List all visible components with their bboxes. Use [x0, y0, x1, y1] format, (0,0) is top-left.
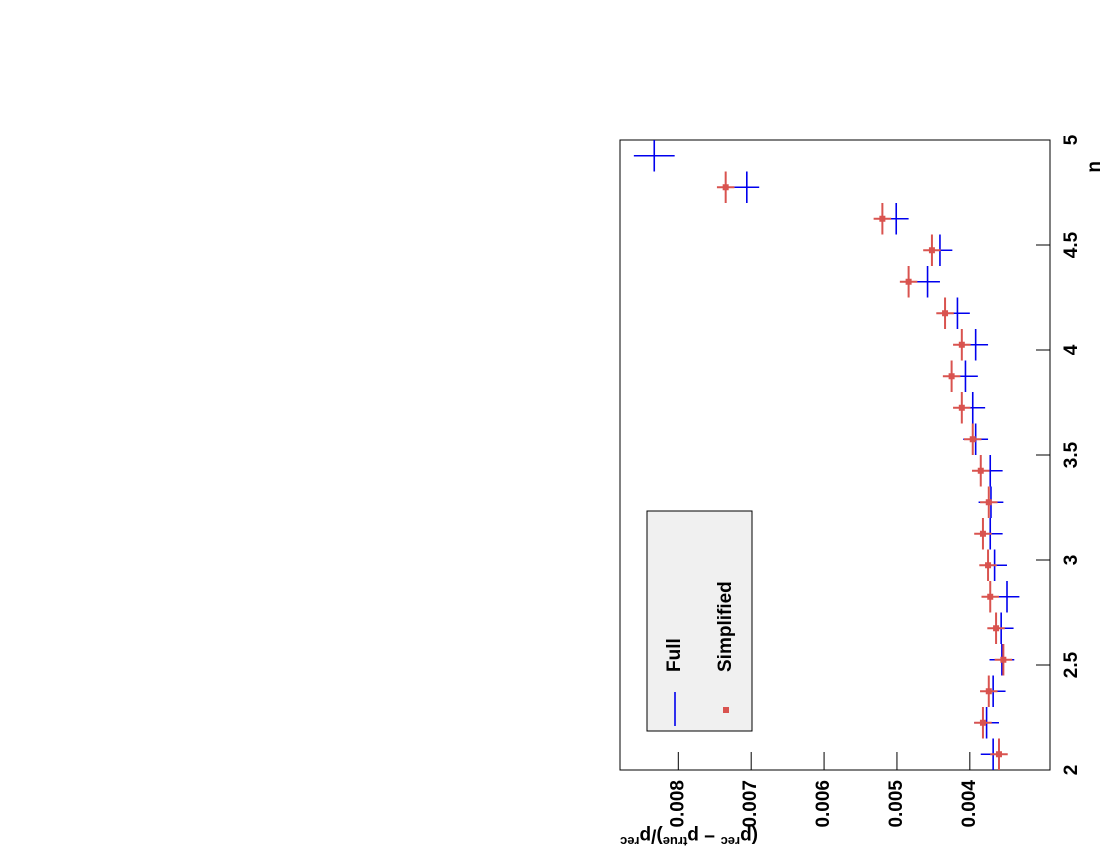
x-tick-label: 2.5	[1061, 651, 1082, 678]
y-tick-label: 0.007	[740, 780, 761, 828]
marker	[985, 562, 992, 569]
marker	[987, 593, 994, 600]
y-tick-label: 0.006	[813, 780, 834, 828]
marker	[958, 404, 965, 411]
legend: Full Simplified	[646, 510, 753, 732]
y-axis-label-part: )/p	[640, 825, 663, 846]
marker	[905, 278, 912, 285]
x-tick-label: 5	[1061, 134, 1082, 145]
x-axis-label: ηrec	[1084, 140, 1100, 173]
y-axis-label-part: true	[663, 835, 688, 850]
y-tick-label: 0.005	[886, 780, 907, 828]
legend-swatch	[723, 707, 729, 713]
y-axis-label-part: (p	[740, 825, 758, 846]
marker	[993, 625, 1000, 632]
x-tick-label: 4.5	[1061, 231, 1082, 258]
marker	[985, 688, 992, 695]
marker	[879, 215, 886, 222]
x-tick-label: 3	[1061, 555, 1082, 566]
marker	[928, 247, 935, 254]
marker	[985, 499, 992, 506]
marker	[995, 751, 1002, 758]
x-axis-label-part: rec	[1095, 140, 1100, 161]
x-tick-label: 2	[1061, 765, 1082, 776]
marker	[948, 373, 955, 380]
marker	[958, 341, 965, 348]
marker	[979, 530, 986, 537]
legend-label: Simplified	[715, 581, 736, 672]
y-tick-label: 0.004	[959, 780, 980, 828]
x-axis-label-part: η	[1084, 161, 1100, 173]
marker	[977, 467, 984, 474]
marker	[942, 310, 949, 317]
y-axis-label-part: rec	[620, 835, 640, 850]
y-axis-label-part: − p	[687, 825, 720, 846]
y-axis-label: (prec − ptrue)/prec	[620, 825, 758, 850]
x-tick-label: 3.5	[1061, 441, 1082, 468]
rotated-plot: 22.533.544.550.0040.0050.0060.0070.008ηr…	[619, 134, 1100, 850]
y-axis-label-part: rec	[721, 835, 741, 850]
marker	[969, 436, 976, 443]
legend-box	[646, 510, 753, 732]
marker	[1000, 656, 1007, 663]
marker	[979, 719, 986, 726]
x-tick-label: 4	[1061, 344, 1082, 355]
legend-label: Full	[664, 638, 685, 672]
y-tick-label: 0.008	[667, 780, 688, 828]
marker	[722, 184, 729, 191]
